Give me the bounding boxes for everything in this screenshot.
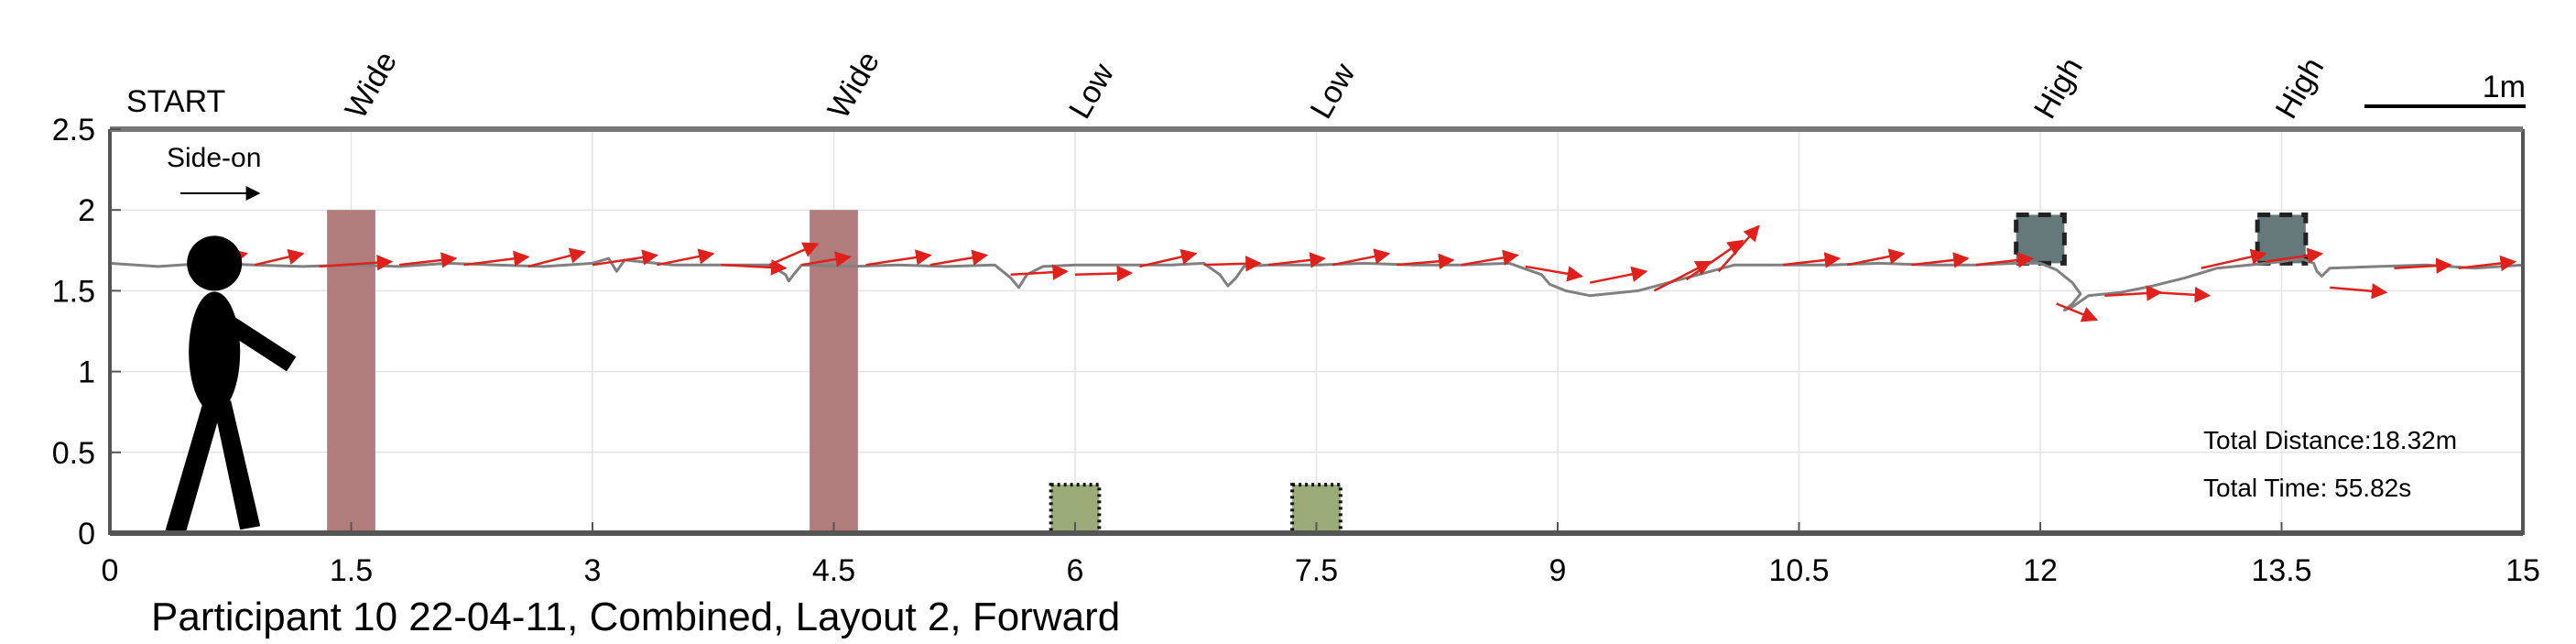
y-tick-label: 1.5 — [52, 274, 95, 309]
x-tick-label: 6 — [1067, 553, 1084, 588]
obstacle-label: Wide — [821, 46, 887, 125]
y-tick-label: 0 — [78, 517, 95, 551]
obstacle-label: High — [2269, 51, 2331, 125]
heading-arrow — [399, 252, 458, 268]
heading-arrow — [2056, 302, 2099, 322]
x-tick-label: 3 — [584, 553, 602, 588]
heading-arrow — [1975, 252, 2034, 268]
walker-leg-left — [165, 400, 224, 532]
heading-arrow — [2330, 283, 2388, 300]
walker-figure — [165, 235, 297, 532]
total-time: Total Time: 55.82s — [2203, 474, 2411, 502]
y-tick-label: 2.5 — [52, 113, 95, 147]
heading-arrow — [1846, 248, 1906, 267]
heading-arrow — [1397, 253, 1455, 269]
obstacle-label: Wide — [339, 46, 405, 125]
grid — [109, 128, 2524, 534]
obstacle-high — [2255, 212, 2309, 266]
x-tick-label: 1.5 — [330, 553, 373, 588]
y-tick-label: 1 — [78, 355, 95, 390]
heading-arrow — [463, 250, 530, 267]
heading-arrow — [657, 248, 715, 267]
heading-arrow — [1138, 248, 1198, 268]
chart-caption: Participant 10 22-04-11, Combined, Layou… — [151, 595, 1120, 639]
obstacle-high — [2014, 212, 2067, 266]
x-tick-label: 15 — [2505, 553, 2540, 588]
heading-arrow — [929, 249, 989, 267]
heading-arrow — [2104, 285, 2163, 301]
heading-arrow — [2394, 257, 2452, 274]
obstacle-label: High — [2027, 51, 2090, 125]
obstacle-label: Low — [1304, 58, 1363, 125]
obstacle-labels: Wide Wide Low Low High High — [339, 46, 2331, 125]
x-tick-label: 13.5 — [2251, 553, 2311, 588]
x-tick-label: 12 — [2023, 553, 2058, 588]
obstacle-label: Low — [1062, 58, 1121, 125]
heading-arrow — [1911, 252, 1970, 268]
total-distance: Total Distance:18.32m — [2203, 426, 2457, 454]
x-tick-label: 9 — [1549, 553, 1567, 588]
heading-arrow — [1331, 248, 1391, 267]
x-tick-label: 4.5 — [812, 553, 855, 588]
heading-arrow — [1267, 252, 1327, 268]
obstacle-wide — [327, 210, 375, 533]
heading-arrow — [592, 249, 658, 267]
heading-arrow — [768, 242, 820, 267]
heading-arrow — [721, 259, 788, 276]
heading-arrow — [1074, 265, 1134, 282]
heading-arrow — [1010, 264, 1069, 280]
axes: 0 1.5 3 4.5 6 7.5 9 10.5 12 13.5 15 0 0.5 1 1.5 2 2.5 — [52, 113, 2540, 588]
x-tick-label: 10.5 — [1768, 553, 1829, 588]
heading-arrow — [1203, 256, 1262, 272]
x-tick-label: 0 — [102, 553, 119, 588]
y-tick-label: 0.5 — [52, 436, 95, 471]
heading-arrow — [1685, 239, 1745, 281]
walker-torso — [189, 291, 241, 413]
heading-arrow — [319, 254, 394, 271]
heading-arrow — [2265, 247, 2324, 264]
direction-label: Side-on — [167, 143, 261, 173]
heading-arrow — [801, 251, 852, 267]
heading-arrow — [1717, 224, 1760, 273]
heading-arrow — [1589, 266, 1648, 284]
heading-arrow — [2458, 255, 2516, 272]
heading-arrow — [1782, 252, 1842, 268]
heading-vectors — [190, 224, 2516, 322]
heading-arrow — [254, 248, 305, 267]
walker-head — [187, 235, 243, 291]
walker-arm — [219, 312, 297, 372]
y-tick-label: 2 — [78, 193, 95, 228]
scale-label: 1m — [2483, 70, 2526, 104]
heading-arrow — [1653, 260, 1712, 292]
start-label: START — [126, 84, 225, 119]
walker-leg-right — [212, 400, 261, 530]
heading-arrow — [2152, 287, 2212, 303]
x-tick-label: 7.5 — [1295, 553, 1338, 588]
heading-arrow — [1461, 249, 1519, 267]
heading-arrow — [1525, 265, 1584, 282]
heading-arrow — [2201, 248, 2267, 269]
heading-arrow — [865, 249, 932, 267]
heading-arrow — [527, 247, 586, 268]
